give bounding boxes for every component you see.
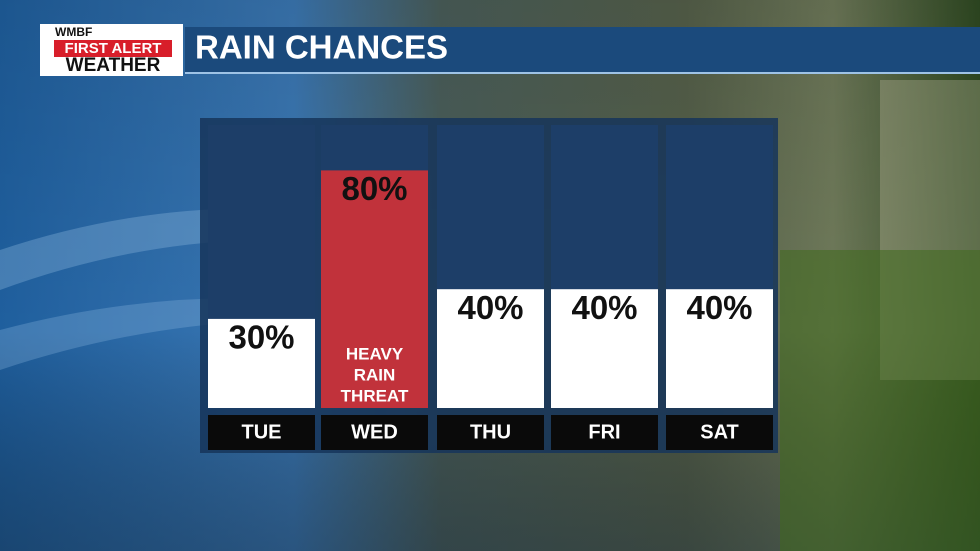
x-tick-label: WED bbox=[351, 421, 398, 443]
bar bbox=[551, 289, 658, 408]
annotation: HEAVY bbox=[346, 344, 404, 363]
bar bbox=[666, 289, 773, 408]
x-tick-label: FRI bbox=[588, 421, 620, 443]
x-tick-label: TUE bbox=[242, 421, 282, 443]
title-rule bbox=[185, 72, 980, 74]
day-box bbox=[437, 415, 544, 450]
bar bbox=[437, 289, 544, 408]
logo-red bbox=[54, 40, 172, 57]
title-bar bbox=[185, 27, 980, 72]
value-label: 30% bbox=[228, 319, 294, 356]
day-box bbox=[208, 415, 315, 450]
logo-text: WEATHER bbox=[66, 55, 161, 76]
annotation: THREAT bbox=[341, 386, 409, 405]
value-label: 40% bbox=[457, 289, 523, 326]
value-label: 40% bbox=[686, 289, 752, 326]
hedge-blur bbox=[780, 250, 980, 551]
bar bbox=[321, 170, 428, 408]
plot: 30% TUE 80% WED 40% THU 40% FRI 40% SAT HEAVY RAIN T… bbox=[208, 125, 773, 450]
value-label: 80% bbox=[341, 170, 407, 207]
day-box bbox=[551, 415, 658, 450]
x-tick-label: THU bbox=[470, 421, 511, 443]
day-box bbox=[666, 415, 773, 450]
value-label: 40% bbox=[571, 289, 637, 326]
logo-text: FIRST ALERT bbox=[65, 40, 162, 57]
day-box bbox=[321, 415, 428, 450]
bar bbox=[208, 318, 315, 408]
annotation: RAIN bbox=[354, 365, 396, 384]
logo-text: WMBF bbox=[55, 25, 92, 39]
x-tick-label: SAT bbox=[700, 421, 739, 443]
chart-title: RAIN CHANCES bbox=[195, 29, 448, 66]
